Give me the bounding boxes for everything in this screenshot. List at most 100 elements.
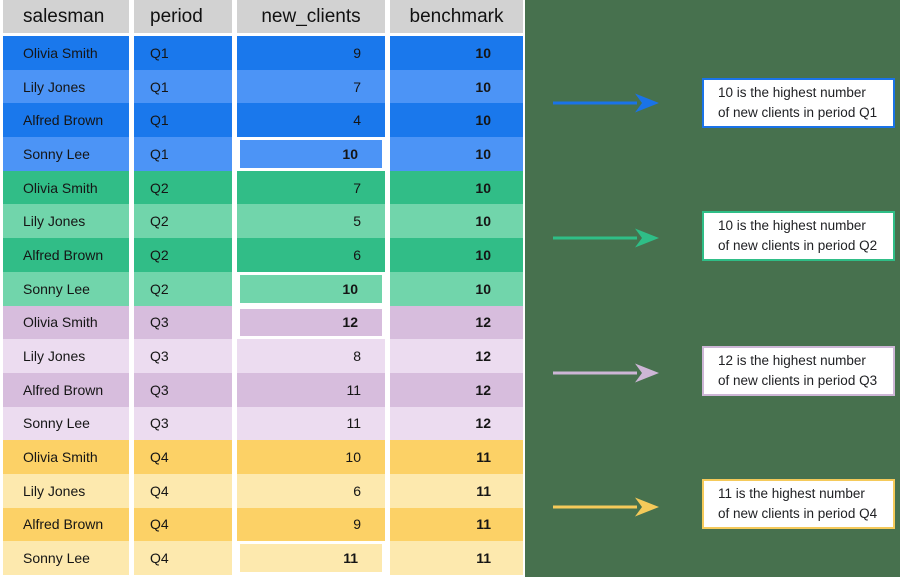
cell-period: Q4 <box>134 473 232 508</box>
cell-benchmark: 12 <box>390 406 523 441</box>
cell-benchmark: 10 <box>390 103 523 138</box>
callout-text-line1: 10 is the highest number <box>718 218 866 233</box>
callout-text-line2: of new clients in period Q1 <box>718 105 878 120</box>
cell-period: Q2 <box>134 271 232 306</box>
table-row: Alfred Brown Q2 6 10 <box>3 238 523 272</box>
cell-new-clients: 12 <box>237 305 385 340</box>
table-rows: Olivia Smith Q1 9 10 Lily Jones Q1 7 10 Alfred B… <box>3 36 523 575</box>
cell-salesman: Lily Jones <box>3 339 129 373</box>
callout-text-line2: of new clients in period Q4 <box>718 506 878 521</box>
table-row: Lily Jones Q2 5 10 <box>3 204 523 239</box>
callout-text-line2: of new clients in period Q3 <box>718 373 878 388</box>
cell-period: Q4 <box>134 507 232 542</box>
cell-benchmark: 12 <box>390 372 523 407</box>
cell-benchmark: 10 <box>390 238 523 272</box>
cell-period: Q4 <box>134 541 232 575</box>
table-row: Lily Jones Q4 6 11 <box>3 473 523 508</box>
column-header-new-clients: new_clients <box>237 0 385 33</box>
cell-new-clients: 7 <box>237 69 385 104</box>
table-row: Alfred Brown Q1 4 10 <box>3 103 523 138</box>
cell-new-clients: 10 <box>237 271 385 306</box>
callout-box: 10 is the highest number of new clients i… <box>702 211 895 261</box>
table-row: Sonny Lee Q1 10 10 <box>3 137 523 171</box>
cell-period: Q3 <box>134 372 232 407</box>
callout-text-line2: of new clients in period Q2 <box>718 238 878 253</box>
cell-period: Q1 <box>134 137 232 171</box>
table-row: Sonny Lee Q3 11 12 <box>3 406 523 441</box>
data-table: salesman period new_clients benchmark Ol… <box>3 0 523 575</box>
cell-salesman: Alfred Brown <box>3 507 129 542</box>
cell-salesman: Sonny Lee <box>3 271 129 306</box>
cell-benchmark: 11 <box>390 541 523 575</box>
cell-benchmark: 11 <box>390 473 523 508</box>
table-row: Alfred Brown Q3 11 12 <box>3 372 523 407</box>
table-row: Olivia Smith Q1 9 10 <box>3 36 523 70</box>
cell-benchmark: 10 <box>390 271 523 306</box>
cell-salesman: Olivia Smith <box>3 36 129 70</box>
table-row: Lily Jones Q3 8 12 <box>3 339 523 373</box>
cell-salesman: Lily Jones <box>3 204 129 239</box>
table-header-row: salesman period new_clients benchmark <box>3 0 523 33</box>
arrow-right-icon <box>553 497 659 517</box>
callout-text-line1: 10 is the highest number <box>718 85 866 100</box>
cell-new-clients: 9 <box>237 36 385 70</box>
callout-text-line1: 11 is the highest number <box>718 486 865 501</box>
table-row: Olivia Smith Q3 12 12 <box>3 305 523 340</box>
cell-benchmark: 11 <box>390 507 523 542</box>
cell-period: Q1 <box>134 36 232 70</box>
cell-salesman: Sonny Lee <box>3 137 129 171</box>
cell-period: Q1 <box>134 69 232 104</box>
table-row: Sonny Lee Q2 10 10 <box>3 271 523 306</box>
cell-new-clients: 9 <box>237 507 385 542</box>
cell-new-clients: 10 <box>237 137 385 171</box>
column-header-period: period <box>134 0 232 33</box>
cell-new-clients: 6 <box>237 473 385 508</box>
callout-box: 11 is the highest number of new clients i… <box>702 479 895 529</box>
cell-new-clients: 7 <box>237 170 385 205</box>
cell-new-clients: 8 <box>237 339 385 373</box>
cell-benchmark: 12 <box>390 339 523 373</box>
arrow-right-icon <box>553 93 659 113</box>
cell-new-clients: 11 <box>237 372 385 407</box>
arrow-right-icon <box>553 363 659 383</box>
cell-salesman: Sonny Lee <box>3 406 129 441</box>
cell-new-clients: 4 <box>237 103 385 138</box>
cell-salesman: Olivia Smith <box>3 305 129 340</box>
cell-new-clients: 5 <box>237 204 385 239</box>
cell-salesman: Alfred Brown <box>3 372 129 407</box>
table-row: Sonny Lee Q4 11 11 <box>3 541 523 575</box>
table-row: Lily Jones Q1 7 10 <box>3 69 523 104</box>
cell-new-clients: 6 <box>237 238 385 272</box>
cell-period: Q1 <box>134 103 232 138</box>
callout-box: 10 is the highest number of new clients i… <box>702 78 895 128</box>
cell-salesman: Olivia Smith <box>3 170 129 205</box>
cell-benchmark: 10 <box>390 69 523 104</box>
cell-salesman: Alfred Brown <box>3 103 129 138</box>
cell-benchmark: 11 <box>390 440 523 474</box>
cell-period: Q2 <box>134 204 232 239</box>
cell-period: Q4 <box>134 440 232 474</box>
cell-new-clients: 11 <box>237 541 385 575</box>
cell-benchmark: 10 <box>390 36 523 70</box>
callout-text-line1: 12 is the highest number <box>718 353 866 368</box>
column-header-benchmark: benchmark <box>390 0 523 33</box>
cell-salesman: Sonny Lee <box>3 541 129 575</box>
cell-benchmark: 12 <box>390 305 523 340</box>
cell-salesman: Lily Jones <box>3 473 129 508</box>
cell-salesman: Lily Jones <box>3 69 129 104</box>
cell-new-clients: 11 <box>237 406 385 441</box>
table-row: Alfred Brown Q4 9 11 <box>3 507 523 542</box>
cell-period: Q3 <box>134 339 232 373</box>
cell-period: Q3 <box>134 406 232 441</box>
cell-new-clients: 10 <box>237 440 385 474</box>
cell-salesman: Alfred Brown <box>3 238 129 272</box>
cell-period: Q2 <box>134 238 232 272</box>
column-header-salesman: salesman <box>3 0 129 33</box>
cell-benchmark: 10 <box>390 204 523 239</box>
cell-salesman: Olivia Smith <box>3 440 129 474</box>
table-row: Olivia Smith Q4 10 11 <box>3 440 523 474</box>
cell-benchmark: 10 <box>390 170 523 205</box>
callout-box: 12 is the highest number of new clients i… <box>702 346 895 396</box>
cell-period: Q2 <box>134 170 232 205</box>
table-row: Olivia Smith Q2 7 10 <box>3 170 523 205</box>
